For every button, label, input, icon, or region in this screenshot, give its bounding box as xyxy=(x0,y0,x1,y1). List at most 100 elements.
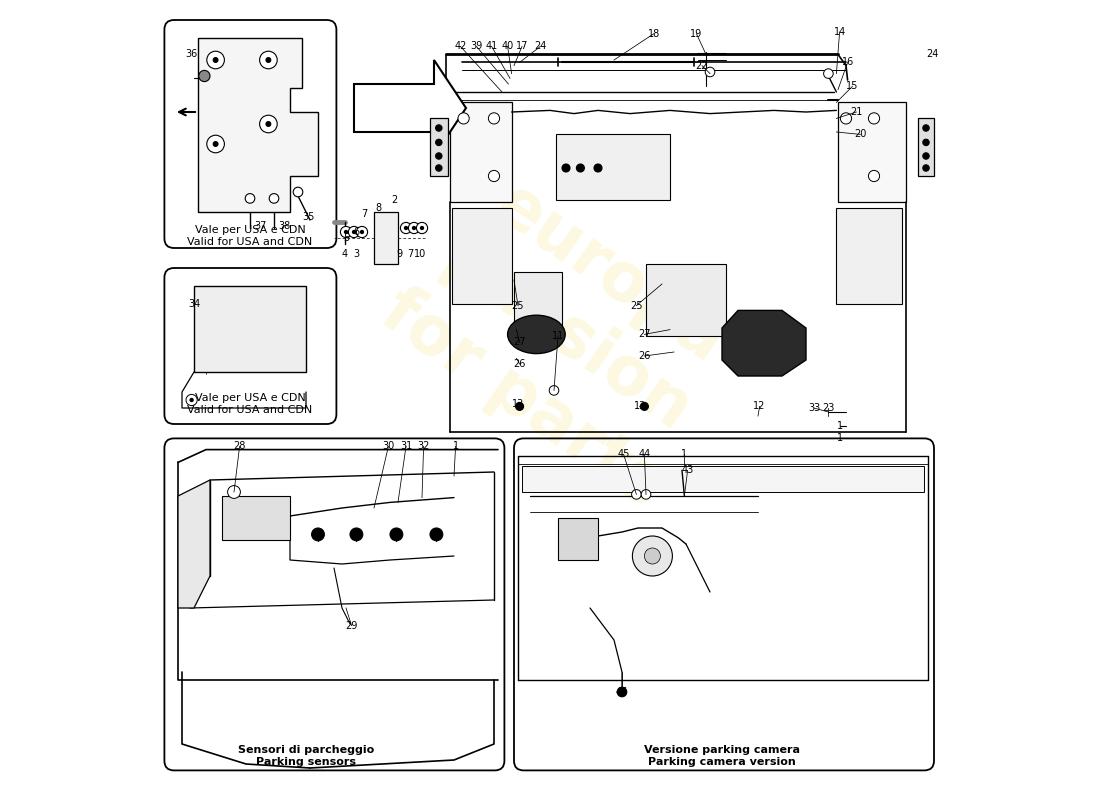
Text: 1: 1 xyxy=(836,434,843,443)
Polygon shape xyxy=(836,208,902,304)
Text: 46: 46 xyxy=(616,687,628,697)
Circle shape xyxy=(594,164,602,172)
Circle shape xyxy=(705,67,715,77)
Circle shape xyxy=(840,113,851,124)
Text: 4: 4 xyxy=(341,250,348,259)
Text: 1: 1 xyxy=(452,442,459,451)
Text: 25: 25 xyxy=(630,301,642,310)
Circle shape xyxy=(488,170,499,182)
Text: 1: 1 xyxy=(836,421,843,430)
Circle shape xyxy=(311,528,324,541)
Polygon shape xyxy=(194,286,306,372)
Circle shape xyxy=(430,528,443,541)
Text: 9: 9 xyxy=(396,250,403,259)
Circle shape xyxy=(562,164,570,172)
Text: Versione parking camera
Parking camera version: Versione parking camera Parking camera v… xyxy=(644,746,800,766)
Circle shape xyxy=(356,226,367,238)
Text: 13: 13 xyxy=(512,399,524,409)
Polygon shape xyxy=(558,518,598,560)
Circle shape xyxy=(824,69,833,78)
Text: 24: 24 xyxy=(926,50,938,59)
Text: 3: 3 xyxy=(353,250,360,259)
Circle shape xyxy=(260,115,277,133)
Text: 44: 44 xyxy=(638,450,650,459)
Polygon shape xyxy=(430,118,448,176)
Text: 32: 32 xyxy=(417,442,430,451)
Text: 40: 40 xyxy=(502,42,514,51)
Text: 27: 27 xyxy=(638,330,651,339)
Circle shape xyxy=(199,70,210,82)
Circle shape xyxy=(266,122,271,126)
Text: 33: 33 xyxy=(807,403,821,413)
Text: 7: 7 xyxy=(407,250,414,259)
Circle shape xyxy=(645,548,660,564)
Text: 29: 29 xyxy=(345,621,358,630)
Circle shape xyxy=(400,222,411,234)
Polygon shape xyxy=(514,272,562,328)
Circle shape xyxy=(436,153,442,159)
Circle shape xyxy=(641,490,651,499)
Text: 23: 23 xyxy=(822,403,835,413)
Polygon shape xyxy=(557,134,670,200)
Circle shape xyxy=(352,230,355,234)
Text: 10: 10 xyxy=(415,250,427,259)
Circle shape xyxy=(260,51,277,69)
Text: 18: 18 xyxy=(648,29,660,38)
Polygon shape xyxy=(198,38,318,212)
Polygon shape xyxy=(374,212,398,264)
Text: Vale per USA e CDN
Valid for USA and CDN: Vale per USA e CDN Valid for USA and CDN xyxy=(187,393,312,414)
Circle shape xyxy=(868,170,880,182)
Text: 30: 30 xyxy=(383,442,395,451)
Circle shape xyxy=(349,226,360,238)
Text: 22: 22 xyxy=(695,61,708,70)
Text: 28: 28 xyxy=(233,442,245,451)
Text: 5: 5 xyxy=(343,234,349,243)
Text: 19: 19 xyxy=(691,29,703,38)
Circle shape xyxy=(245,194,255,203)
Circle shape xyxy=(294,187,302,197)
Text: 25: 25 xyxy=(512,301,525,310)
Ellipse shape xyxy=(507,315,565,354)
Circle shape xyxy=(436,125,442,131)
Circle shape xyxy=(516,402,524,410)
Polygon shape xyxy=(450,102,512,202)
Polygon shape xyxy=(522,466,924,492)
Text: 45: 45 xyxy=(617,450,630,459)
Text: 2: 2 xyxy=(390,195,397,205)
Polygon shape xyxy=(722,310,806,376)
Circle shape xyxy=(412,226,416,230)
Circle shape xyxy=(344,230,348,234)
Text: Vale per USA e CDN
Valid for USA and CDN: Vale per USA e CDN Valid for USA and CDN xyxy=(187,226,312,246)
Text: 14: 14 xyxy=(834,27,846,37)
Circle shape xyxy=(340,226,352,238)
Circle shape xyxy=(923,153,930,159)
Text: 37: 37 xyxy=(254,221,266,230)
Circle shape xyxy=(213,142,218,146)
Text: 17: 17 xyxy=(516,42,528,51)
Text: 6: 6 xyxy=(353,227,360,237)
Circle shape xyxy=(923,139,930,146)
Text: 11: 11 xyxy=(552,331,564,341)
Text: 12: 12 xyxy=(754,402,766,411)
Text: 38: 38 xyxy=(278,221,290,230)
Circle shape xyxy=(361,230,364,234)
Polygon shape xyxy=(452,208,512,304)
Polygon shape xyxy=(838,102,906,202)
Text: 20: 20 xyxy=(855,130,867,139)
Circle shape xyxy=(549,386,559,395)
Circle shape xyxy=(436,139,442,146)
Text: 41: 41 xyxy=(485,42,497,51)
Text: 36: 36 xyxy=(186,50,198,59)
Circle shape xyxy=(266,58,271,62)
Text: Sensori di parcheggio
Parking sensors: Sensori di parcheggio Parking sensors xyxy=(238,746,374,766)
Circle shape xyxy=(213,58,218,62)
Circle shape xyxy=(640,402,648,410)
Circle shape xyxy=(631,490,641,499)
Text: 8: 8 xyxy=(375,203,381,213)
Circle shape xyxy=(923,165,930,171)
Text: europä
passion
for parts: europä passion for parts xyxy=(368,152,763,520)
Text: 1: 1 xyxy=(681,450,688,459)
Circle shape xyxy=(405,226,408,230)
Text: 43: 43 xyxy=(682,466,694,475)
Polygon shape xyxy=(918,118,934,176)
